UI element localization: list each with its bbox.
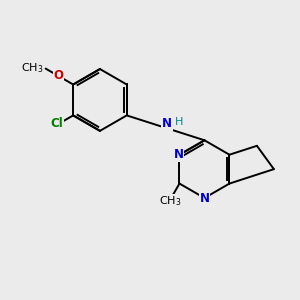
Text: N: N <box>162 117 172 130</box>
Text: O: O <box>53 69 63 82</box>
Text: CH$_3$: CH$_3$ <box>159 194 182 208</box>
Text: Cl: Cl <box>50 117 63 130</box>
Text: CH$_3$: CH$_3$ <box>21 62 43 76</box>
Text: N: N <box>200 192 209 205</box>
Text: N: N <box>174 148 184 161</box>
Text: H: H <box>175 117 184 127</box>
